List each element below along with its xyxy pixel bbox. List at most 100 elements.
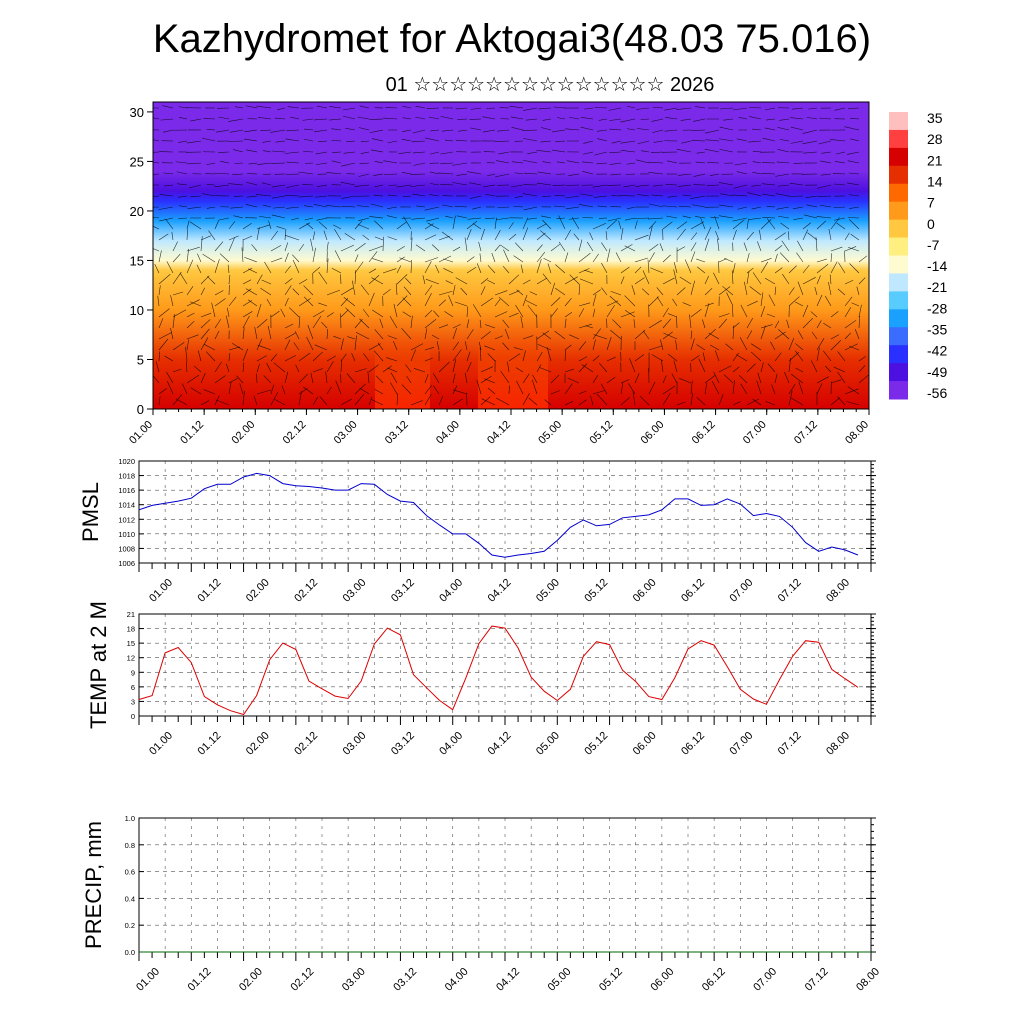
wind-vector — [527, 217, 538, 220]
wind-vector — [516, 380, 524, 395]
wind-vector — [656, 296, 664, 307]
wind-vector — [566, 160, 580, 164]
wind-vector — [858, 374, 869, 384]
wind-vector — [430, 129, 440, 132]
wind-vector — [713, 272, 720, 285]
wind-vector — [620, 382, 624, 395]
wind-vector — [495, 217, 510, 221]
wind-vector — [214, 330, 220, 340]
wind-vector — [438, 235, 450, 241]
wind-vector — [746, 218, 749, 230]
wind-vector — [736, 354, 748, 362]
wind-vector — [481, 398, 496, 406]
wind-vector — [405, 364, 412, 373]
wind-vector — [444, 215, 454, 219]
wind-vector — [784, 371, 790, 384]
wind-vector — [344, 233, 356, 241]
colorbar-swatch — [889, 345, 908, 364]
wind-vector — [508, 312, 519, 318]
wind-vector — [684, 259, 692, 274]
y-tick-label: 25 — [130, 154, 144, 169]
wind-vector — [858, 255, 868, 263]
wind-vector — [776, 161, 790, 164]
wind-vector — [836, 222, 846, 230]
y-tick-label: 10 — [130, 303, 144, 318]
wind-vector — [510, 116, 524, 120]
wind-vector — [312, 266, 321, 274]
wind-vector — [317, 184, 328, 187]
wind-vector — [312, 247, 316, 263]
wind-vector — [387, 194, 398, 197]
wind-vector — [626, 105, 636, 109]
wind-vector — [242, 348, 249, 362]
wind-vector — [732, 325, 735, 340]
wind-vector — [760, 306, 766, 318]
wind-vector — [469, 182, 482, 186]
wind-vector — [514, 195, 524, 198]
wind-vector — [738, 116, 748, 120]
wind-vector — [302, 118, 314, 121]
x-tick-label: 03.12 — [383, 419, 411, 447]
wind-vector — [695, 161, 706, 164]
wind-vector — [689, 314, 692, 329]
wind-vector — [834, 183, 846, 186]
wind-vector — [565, 128, 580, 131]
wind-vector — [582, 151, 594, 155]
wind-vector — [160, 118, 174, 121]
wind-vector — [634, 266, 642, 274]
wind-vector — [564, 401, 574, 406]
x-tick-label: 07.00 — [751, 966, 779, 994]
wind-vector — [368, 268, 377, 274]
wind-vector — [228, 183, 244, 186]
wind-vector — [578, 239, 583, 252]
wind-vector — [285, 173, 300, 175]
wind-vector — [583, 140, 594, 144]
wind-vector — [256, 318, 268, 329]
wind-vector — [374, 389, 384, 395]
wind-vector — [452, 182, 468, 186]
wind-vector — [641, 150, 650, 153]
wind-vector — [230, 206, 244, 209]
wind-vector — [564, 252, 569, 263]
wind-vector — [508, 290, 520, 296]
wind-vector — [200, 328, 210, 340]
wind-vector — [456, 173, 468, 176]
wind-vector — [682, 194, 692, 197]
wind-vector — [713, 371, 720, 384]
wind-vector — [219, 253, 230, 263]
wind-vector — [186, 339, 189, 351]
wind-vector — [387, 236, 398, 241]
wind-vector — [792, 107, 804, 110]
wind-vector — [691, 204, 706, 208]
wind-vector — [431, 244, 440, 252]
wind-vector — [293, 342, 300, 351]
wind-vector — [398, 151, 412, 154]
wind-vector — [648, 161, 664, 164]
wind-vector — [620, 266, 630, 274]
wind-vector — [522, 350, 526, 362]
wind-vector — [774, 286, 777, 296]
colorbar-swatch — [889, 183, 908, 203]
wind-vector — [445, 280, 454, 285]
wind-vector — [303, 296, 314, 307]
wind-vector — [718, 204, 734, 208]
wind-vector — [455, 277, 468, 285]
x-tick-label: 01.00 — [134, 966, 162, 994]
wind-vector — [487, 353, 496, 362]
wind-vector — [172, 309, 187, 318]
wind-vector — [844, 250, 846, 263]
x-tick-label: 02.00 — [229, 419, 257, 447]
wind-vector — [256, 194, 272, 197]
x-tick-label: 01.12 — [196, 730, 224, 758]
wind-vector — [218, 116, 230, 120]
wind-vector — [368, 251, 378, 263]
wind-vector — [326, 258, 329, 274]
wind-vector — [239, 383, 244, 395]
wind-vector — [599, 362, 608, 373]
wind-vector — [578, 302, 591, 307]
wind-vector — [718, 365, 732, 373]
wind-vector — [516, 289, 524, 296]
wind-vector — [346, 373, 356, 384]
wind-vector — [153, 139, 160, 142]
x-tick-label: 01.00 — [147, 577, 175, 605]
